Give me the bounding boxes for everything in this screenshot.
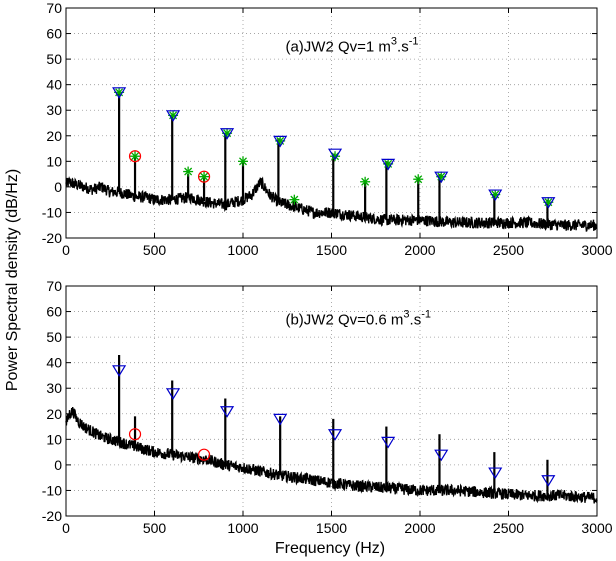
panel-title: (a)JW2 Qv=1 m3.s-1 (285, 35, 418, 55)
y-tick-label: 0 (54, 457, 62, 473)
y-tick-label: 70 (46, 278, 62, 294)
y-tick-label: 20 (46, 406, 62, 422)
x-tick-label: 0 (62, 520, 70, 536)
spectrum-line (65, 176, 598, 232)
y-tick-label: -20 (42, 230, 62, 246)
triangle-marker (166, 110, 181, 122)
x-tick-label: 2000 (404, 520, 435, 536)
triangle-marker (166, 388, 181, 400)
y-tick-label: -10 (42, 482, 62, 498)
circle-marker (197, 170, 211, 183)
triangle-marker (434, 171, 449, 184)
y-tick-label: -20 (42, 508, 62, 524)
star-marker (413, 174, 424, 185)
y-tick-label: -10 (42, 204, 62, 220)
y-tick-label: 10 (46, 431, 62, 447)
x-tick-label: 2500 (493, 242, 524, 258)
panel-title-sup2: -1 (409, 35, 419, 47)
circle-marker (128, 428, 142, 441)
star-marker (360, 176, 371, 187)
x-tick-label: 1500 (316, 520, 347, 536)
panel-title-sup2: -1 (421, 308, 431, 320)
x-tick-label: 3000 (581, 242, 612, 258)
x-tick-label: 500 (143, 520, 167, 536)
star-marker (183, 166, 194, 177)
y-tick-label: 70 (46, 0, 62, 16)
y-tick-label: 10 (46, 153, 62, 169)
x-tick-label: 3000 (581, 520, 612, 536)
x-tick-label: 1000 (227, 520, 258, 536)
panel-a: 0 500 1000 1500 2000 2500 3000 -20 -10 0 10 20 30 40 5… (42, 0, 613, 258)
triangle-marker (488, 467, 503, 480)
panel-b: 0 500 1000 1500 2000 2500 3000 -20 -10 0 10 20 30 40 5… (42, 278, 613, 536)
x-tick-label: 2000 (404, 242, 435, 258)
panel-title: (b)JW2 Qv=0.6 m3.s-1 (285, 308, 431, 328)
panel-title-text: (a)JW2 Qv=1 m (285, 38, 390, 55)
triangle-marker (327, 429, 343, 441)
triangle-marker (112, 87, 127, 99)
circle-marker (197, 448, 211, 461)
circle-marker (128, 150, 142, 163)
star-marker (130, 151, 141, 162)
triangle-marker (381, 436, 396, 449)
y-axis-label: Power Spectral density (dB/Hz) (4, 169, 21, 391)
y-tick-label: 40 (46, 355, 62, 371)
star-marker (199, 171, 210, 182)
panel-title-sup: 3 (403, 308, 409, 320)
star-marker (238, 156, 248, 167)
star-marker (330, 151, 341, 162)
x-axis-label: Frequency (Hz) (275, 540, 385, 557)
panel-title-text: (b)JW2 Qv=0.6 m (285, 311, 403, 328)
triangle-marker (220, 406, 235, 418)
x-tick-label: 1000 (227, 242, 258, 258)
x-tick-label: 0 (62, 242, 70, 258)
panel-title-unit: .s (397, 38, 409, 55)
y-tick-label: 30 (46, 102, 62, 118)
y-tick-label: 60 (46, 304, 62, 320)
y-tick-label: 0 (54, 179, 62, 195)
x-tick-label: 500 (143, 242, 167, 258)
spectrum-line (65, 407, 598, 504)
triangle-marker (381, 158, 396, 171)
triangle-marker (273, 135, 288, 148)
y-tick-label: 20 (46, 128, 62, 144)
triangle-marker (273, 413, 288, 426)
y-tick-label: 30 (46, 380, 62, 396)
triangle-marker (541, 197, 556, 209)
panel-title-sup: 3 (391, 35, 397, 47)
triangle-marker (112, 365, 127, 377)
triangle-marker (220, 128, 235, 140)
triangle-marker (488, 189, 503, 202)
x-tick-label: 1500 (316, 242, 347, 258)
y-tick-label: 60 (46, 26, 62, 42)
y-tick-label: 40 (46, 77, 62, 93)
plot-area (66, 286, 597, 516)
triangle-marker (434, 449, 449, 462)
triangle-marker (327, 148, 343, 161)
x-tick-label: 2500 (493, 520, 524, 536)
triangle-marker (541, 475, 556, 487)
star-marker (289, 194, 300, 205)
panel-title-unit: .s (410, 311, 422, 328)
y-tick-label: 50 (46, 51, 62, 67)
y-tick-label: 50 (46, 329, 62, 345)
